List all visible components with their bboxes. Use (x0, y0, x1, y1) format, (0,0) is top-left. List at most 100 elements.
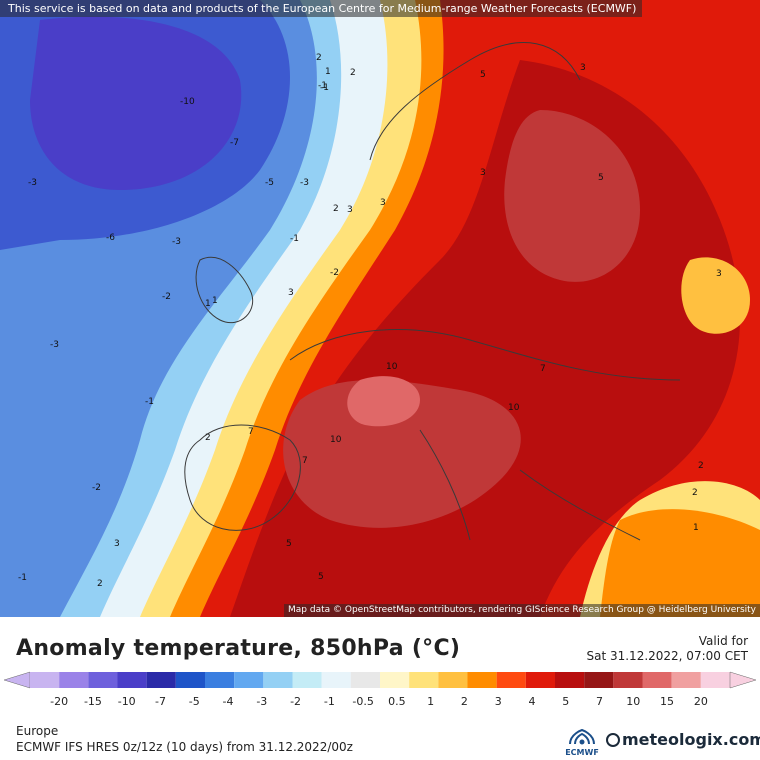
contour-label: -10 (180, 97, 195, 107)
contour-label: 3 (580, 63, 586, 73)
contour-label: -2 (330, 268, 339, 278)
ecmwf-logo-icon (569, 728, 595, 745)
contour-label: 1 (205, 299, 211, 309)
model-info: ECMWF IFS HRES 0z/12z (10 days) from 31.… (16, 740, 353, 754)
warm-band-yellow (140, 0, 438, 617)
contour-label: -3 (28, 178, 37, 188)
contour-label: 3 (347, 205, 353, 215)
contour-label: 3 (114, 539, 120, 549)
legend-label: -5 (189, 695, 200, 708)
legend-swatch (671, 672, 701, 688)
legend-label: 3 (495, 695, 502, 708)
coastline-italy (419, 429, 471, 541)
legend-label: 20 (694, 695, 708, 708)
coastline-scandinavia (369, 42, 581, 161)
coastline-iberia (184, 424, 301, 531)
meteologix-icon (606, 733, 620, 747)
contour-label: 5 (480, 70, 486, 80)
legend-swatch (642, 672, 672, 688)
contour-label: -3 (300, 178, 309, 188)
cold-core (30, 16, 242, 191)
contour-label: 3 (716, 269, 722, 279)
legend-swatch (205, 672, 235, 688)
neutral-band (100, 0, 397, 617)
contour-label: 3 (380, 198, 386, 208)
valid-date: Sat 31.12.2022, 07:00 CET (586, 649, 748, 663)
region-label: Europe (16, 724, 59, 738)
contour-label: 2 (350, 68, 356, 78)
map-area[interactable]: -10 -7 -5 -3 -3 -3 -2 -2 -1 -1 -1 1 1 2 2 2 3 3 3 3 5 5 5 7 7 7 10… (0, 0, 760, 617)
contour-label: -1 (290, 234, 299, 244)
contour-label: 7 (302, 456, 308, 466)
contour-label: 1 (325, 67, 331, 77)
contour-label: 5 (598, 173, 604, 183)
meteologix-text: meteologix.com (622, 730, 760, 749)
legend-label: -10 (118, 695, 136, 708)
legend-label: -20 (50, 695, 68, 708)
legend-swatch (438, 672, 468, 688)
legend-swatch (555, 672, 585, 688)
cool-band (60, 0, 385, 617)
legend-swatch (350, 672, 380, 688)
legend-label: -3 (256, 695, 267, 708)
legend-swatch (234, 672, 264, 688)
map-attribution: Map data © OpenStreetMap contributors, r… (284, 604, 760, 617)
legend-label: 2 (461, 695, 468, 708)
contour-label: -5 (265, 178, 274, 188)
legend-label: -15 (84, 695, 102, 708)
contour-label: -3 (50, 340, 59, 350)
east-blob (681, 257, 750, 334)
contour-label: 10 (330, 435, 342, 445)
legend-label: 15 (660, 695, 674, 708)
contour-label: -3 (172, 237, 181, 247)
legend-arrow-left (3, 671, 31, 689)
valid-label: Valid for (698, 634, 748, 648)
legend-label: 10 (626, 695, 640, 708)
legend-swatch (467, 672, 497, 688)
meteologix-brand[interactable]: meteologix.com (606, 730, 760, 749)
ecmwf-logo: ECMWF (562, 726, 602, 758)
legend-label: -0.5 (352, 695, 373, 708)
legend-swatch (88, 672, 118, 688)
legend-label: -7 (155, 695, 166, 708)
color-legend: -20 -15 -10 -7 -5 -4 -3 -2 -1 -0.5 0.5 1 2 3 4 5 7 10 15 20 (3, 671, 757, 708)
contour-label: 7 (248, 427, 254, 437)
contour-label: -1 (320, 83, 329, 93)
southeast-orange (600, 509, 760, 617)
legend-swatch (584, 672, 614, 688)
legend-swatch (409, 672, 439, 688)
contour-label: -2 (162, 292, 171, 302)
legend-swatch (380, 672, 410, 688)
legend-label: -1 (324, 695, 335, 708)
contour-label: -1 (18, 573, 27, 583)
coastline-uk (195, 256, 254, 324)
hottest-zone-2 (504, 110, 640, 282)
contour-label: -1 (318, 81, 327, 91)
legend-label: 5 (562, 695, 569, 708)
contour-label: 1 (212, 296, 218, 306)
contour-label: 5 (286, 539, 292, 549)
hottest-zone-3 (347, 376, 420, 427)
border-central-europe (289, 329, 681, 381)
ecmwf-attribution: This service is based on data and produc… (0, 0, 643, 17)
ecmwf-logo-text: ECMWF (565, 748, 599, 757)
legend-label: 1 (427, 695, 434, 708)
coastline-balkans (519, 469, 641, 541)
legend-label: 4 (528, 695, 535, 708)
contour-label: 7 (540, 364, 546, 374)
legend-label: 0.5 (388, 695, 406, 708)
legend-swatch (496, 672, 526, 688)
contour-label: 3 (480, 168, 486, 178)
legend-swatch (59, 672, 89, 688)
page-title: Anomaly temperature, 850hPa (°C) (16, 636, 461, 661)
contour-label: 3 (288, 288, 294, 298)
legend-arrow-right (729, 671, 757, 689)
contour-label: -7 (230, 138, 239, 148)
contour-label: -1 (145, 397, 154, 407)
contour-label: 10 (508, 403, 520, 413)
contour-label: 1 (693, 523, 699, 533)
contour-label: 5 (318, 572, 324, 582)
legend-label: 7 (596, 695, 603, 708)
